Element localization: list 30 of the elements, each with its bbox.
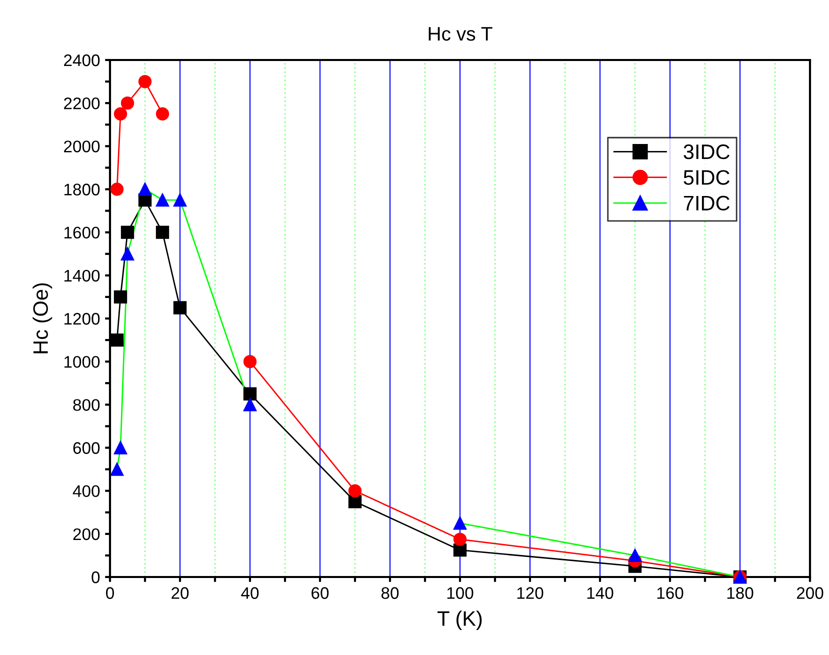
x-tick-label: 0: [106, 587, 114, 599]
y-tick-label: 2400: [64, 54, 100, 66]
legend-label: 7IDC: [684, 196, 730, 211]
x-tick-label: 60: [312, 587, 329, 599]
y-tick-label: 1600: [64, 226, 100, 239]
x-tick-label: 160: [657, 587, 684, 599]
y-tick-label: 600: [73, 442, 100, 454]
y-axis-title: Hc (Oe): [32, 283, 52, 354]
x-tick-label: 180: [727, 587, 754, 599]
y-tick-label: 800: [73, 399, 100, 411]
x-tick-label: 120: [517, 587, 544, 599]
x-tick-label: 40: [241, 587, 259, 599]
y-tick-label: 1000: [64, 356, 100, 368]
x-tick-label: 200: [796, 587, 824, 599]
y-tick-label: 2000: [64, 140, 100, 152]
x-tick-label: 100: [447, 587, 474, 599]
y-tick-label: 1400: [64, 270, 100, 282]
y-tick-label: 400: [72, 485, 100, 498]
legend-label: 5IDC: [684, 170, 730, 185]
y-tick-label: 0: [92, 571, 100, 584]
y-tick-label: 1200: [64, 312, 100, 325]
x-axis-title: T (K): [438, 610, 482, 630]
y-tick-label: 200: [73, 528, 100, 540]
chart-title: Hc vs T: [428, 27, 492, 41]
x-tick-label: 80: [381, 587, 399, 599]
legend-label: 3IDC: [684, 144, 730, 160]
y-tick-label: 1800: [64, 184, 100, 196]
x-tick-label: 20: [172, 587, 189, 599]
y-tick-label: 2200: [64, 97, 100, 110]
x-tick-label: 140: [587, 587, 614, 599]
